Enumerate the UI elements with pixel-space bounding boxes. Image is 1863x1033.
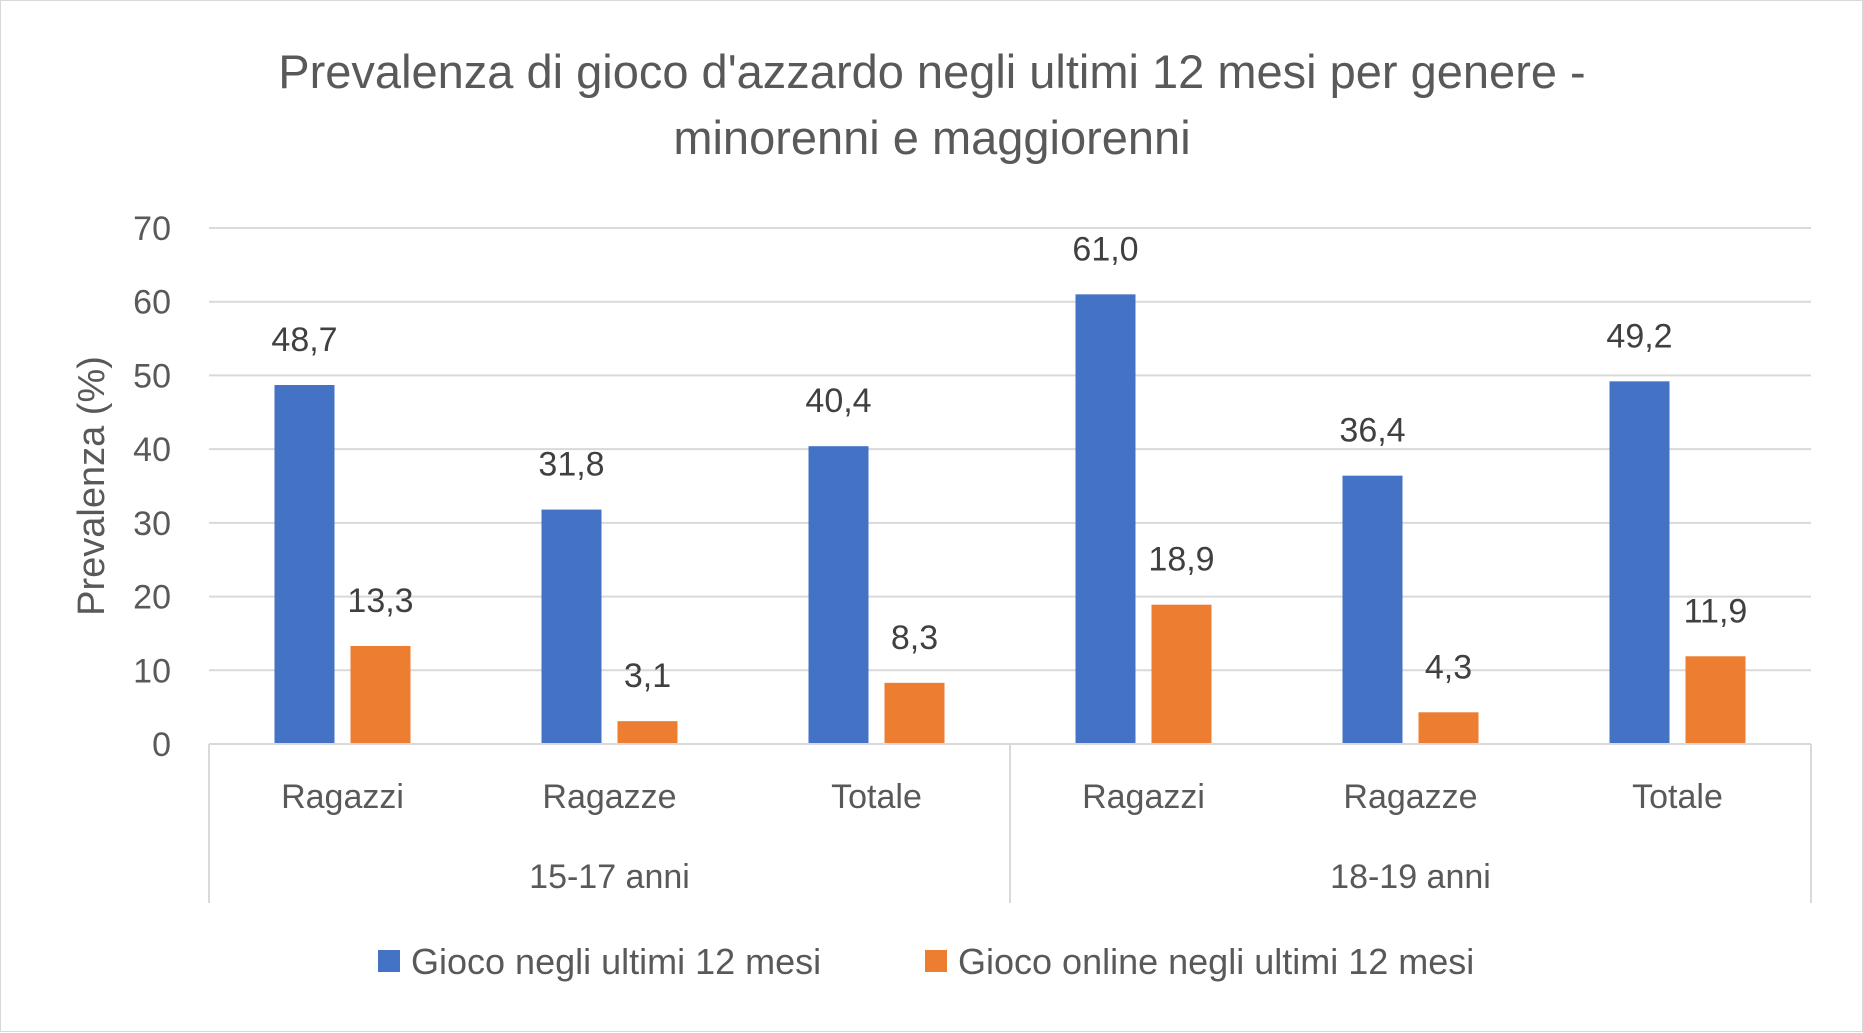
x-category-label: Totale <box>831 778 922 816</box>
data-labels: 48,7 31,8 40,4 61,0 36,4 49,2 13,3 3,1 8,3 18,9 4,… <box>271 230 1747 695</box>
bar-series1-5 <box>1342 475 1403 744</box>
y-tick-label: 0 <box>152 726 171 764</box>
bar-series2-6 <box>1685 656 1746 744</box>
bar-series1-1 <box>274 385 335 744</box>
x-group-label: 18-19 anni <box>1330 858 1491 896</box>
x-category-label: Ragazze <box>542 778 676 816</box>
x-category-label: Ragazze <box>1343 778 1477 816</box>
x-axis: Ragazzi Ragazze Totale Ragazzi Ragazze Totale… <box>208 743 1812 903</box>
data-label: 13,3 <box>347 582 413 620</box>
data-label: 48,7 <box>271 321 337 359</box>
chart-title-line-2: minorenni e maggiorenni <box>673 111 1190 164</box>
data-label: 31,8 <box>538 446 604 484</box>
bar-series1-3 <box>808 446 869 744</box>
y-tick-label: 20 <box>133 579 171 617</box>
bar-series2-5 <box>1418 712 1479 744</box>
legend-swatch-2 <box>925 950 947 972</box>
bar-series1-2 <box>541 509 602 744</box>
data-label: 11,9 <box>1684 592 1748 630</box>
data-label: 3,1 <box>624 657 671 695</box>
y-tick-label: 60 <box>133 284 171 322</box>
bar-series2-1 <box>350 645 411 744</box>
chart-title: Prevalenza di gioco d'azzardo negli ulti… <box>278 45 1585 164</box>
x-category-label: Ragazzi <box>1082 778 1205 816</box>
y-tick-label: 30 <box>133 505 171 543</box>
y-tick-label: 40 <box>133 431 171 469</box>
legend: Gioco negli ultimi 12 mesi Gioco online n… <box>378 941 1474 982</box>
bar-series2-2 <box>617 721 678 744</box>
bar-series2-3 <box>884 682 945 744</box>
bars <box>274 294 1746 744</box>
legend-label-1: Gioco negli ultimi 12 mesi <box>411 941 821 982</box>
data-label: 49,2 <box>1606 317 1672 355</box>
y-tick-label: 70 <box>133 210 171 248</box>
y-axis-ticks: 0 10 20 30 40 50 60 70 <box>133 210 171 764</box>
y-tick-label: 10 <box>133 652 171 690</box>
data-label: 40,4 <box>805 382 871 420</box>
gridlines <box>209 227 1811 672</box>
chart-title-line-1: Prevalenza di gioco d'azzardo negli ulti… <box>278 45 1585 98</box>
data-label: 36,4 <box>1339 412 1405 450</box>
legend-label-2: Gioco online negli ultimi 12 mesi <box>958 941 1474 982</box>
y-axis-label: Prevalenza (%) <box>71 356 113 616</box>
bar-series1-6 <box>1609 381 1670 744</box>
data-label: 4,3 <box>1425 648 1472 686</box>
bar-series1-4 <box>1075 294 1136 744</box>
bar-series2-4 <box>1151 604 1212 744</box>
x-category-label: Totale <box>1632 778 1723 816</box>
data-label: 8,3 <box>891 619 938 657</box>
data-label: 61,0 <box>1072 230 1138 268</box>
legend-swatch-1 <box>378 950 400 972</box>
x-category-label: Ragazzi <box>281 778 404 816</box>
x-group-label: 15-17 anni <box>529 858 690 896</box>
y-tick-label: 50 <box>133 357 171 395</box>
data-label: 18,9 <box>1148 541 1214 579</box>
